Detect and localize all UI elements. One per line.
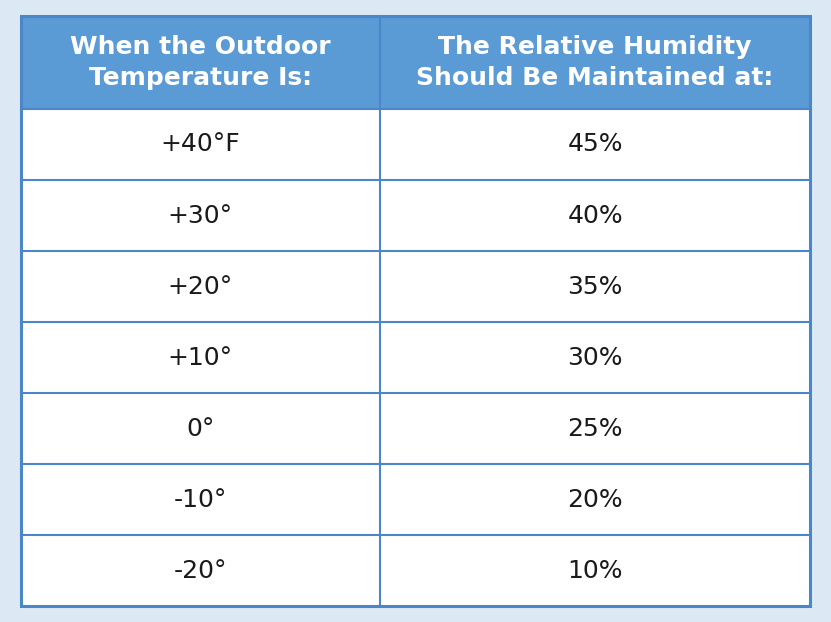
Bar [380,322,810,393]
Text: 25%: 25% [568,417,623,441]
Bar [21,251,380,322]
Bar [21,180,380,251]
Text: +30°: +30° [168,203,233,228]
Bar [380,393,810,464]
Text: 40%: 40% [568,203,623,228]
Bar [380,251,810,322]
Text: 45%: 45% [568,132,623,157]
Bar [380,180,810,251]
Text: 20%: 20% [568,488,623,512]
Text: The Relative Humidity
Should Be Maintained at:: The Relative Humidity Should Be Maintain… [416,35,774,90]
Bar [380,536,810,606]
Text: 30%: 30% [568,346,623,369]
Bar [21,16,380,109]
Text: +20°: +20° [168,274,233,299]
Bar [21,109,380,180]
Bar [380,16,810,109]
Text: -20°: -20° [174,559,227,583]
Bar [21,536,380,606]
Text: -10°: -10° [174,488,227,512]
Text: 35%: 35% [568,274,622,299]
Bar [21,464,380,536]
Text: 10%: 10% [568,559,623,583]
Text: 0°: 0° [186,417,214,441]
Text: +10°: +10° [168,346,233,369]
Bar [21,322,380,393]
Text: +40°F: +40°F [160,132,240,157]
Bar [380,464,810,536]
Bar [380,109,810,180]
Text: When the Outdoor
Temperature Is:: When the Outdoor Temperature Is: [70,35,331,90]
Bar [21,393,380,464]
